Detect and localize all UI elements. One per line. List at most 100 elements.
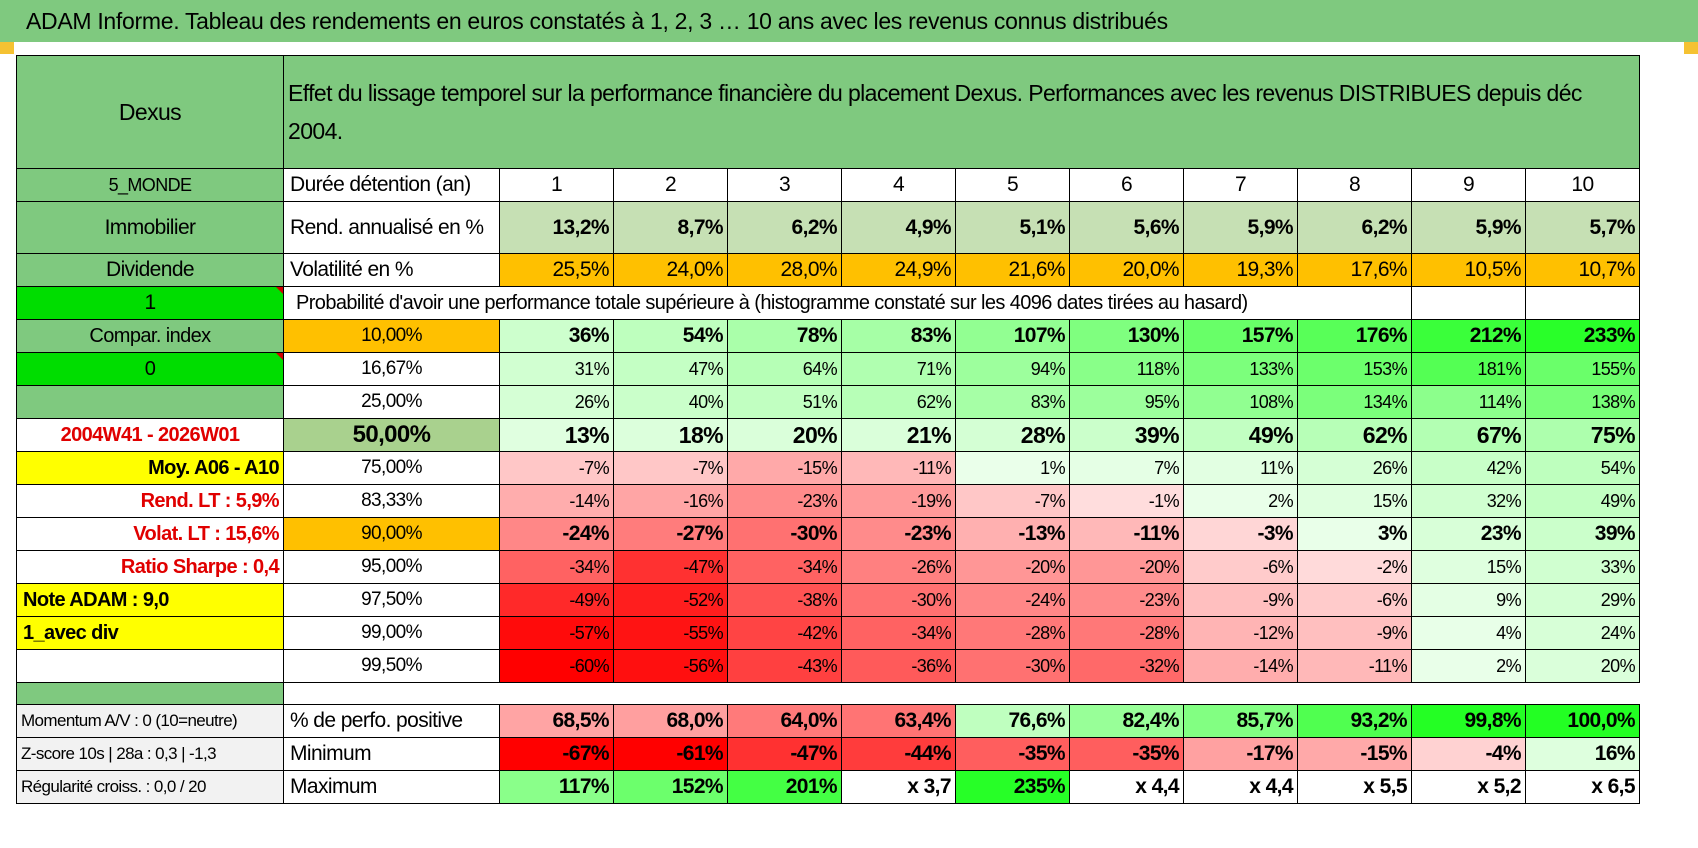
table-row: Moy. A06 - A10 75,00% -7% -7% -15% -11% 1% 7% 11… xyxy=(16,451,1640,485)
quantile-value: -7% xyxy=(613,451,728,485)
table-row: Momentum A/V : 0 (10=neutre)% de perfo. … xyxy=(16,704,1640,738)
quantile-value: -24% xyxy=(499,517,614,551)
quantile-value: -11% xyxy=(841,451,956,485)
quantile-value: 36% xyxy=(499,319,614,353)
quantile-value: -55% xyxy=(613,616,728,650)
quantile-value: 24% xyxy=(1525,616,1640,650)
statistic-value: 68,0% xyxy=(613,704,728,738)
quantile-threshold: 75,00% xyxy=(283,451,500,485)
quantile-value: 21% xyxy=(841,418,956,452)
table-row xyxy=(16,682,1640,705)
quantile-value: 39% xyxy=(1069,418,1184,452)
quantile-value: 138% xyxy=(1525,385,1640,419)
quantile-threshold: 50,00% xyxy=(283,418,500,452)
quantile-value: -30% xyxy=(955,649,1070,683)
compar-index-label: Compar. index xyxy=(16,319,284,353)
quantile-value: -52% xyxy=(613,583,728,617)
quantile-value: 31% xyxy=(499,352,614,386)
quantile-value: 32% xyxy=(1411,484,1526,518)
quantile-value: -28% xyxy=(1069,616,1184,650)
quantile-value: 3% xyxy=(1297,517,1412,551)
quantile-value: 4% xyxy=(1411,616,1526,650)
quantile-value: -19% xyxy=(841,484,956,518)
quantile-value: 7% xyxy=(1069,451,1184,485)
quantile-value: 153% xyxy=(1297,352,1412,386)
table-row: Immobilier Rend. annualisé en % 13,2% 8,7% 6… xyxy=(16,201,1640,254)
long-term-volatility-label: Volat. LT : 15,6% xyxy=(16,517,284,551)
quantile-value: -30% xyxy=(841,583,956,617)
table-row: Rend. LT : 5,9% 83,33% -14% -16% -23% -19% -7%… xyxy=(16,484,1640,518)
quantile-value: 15% xyxy=(1297,484,1412,518)
annual-return-value: 8,7% xyxy=(613,201,728,254)
quantile-value: -27% xyxy=(613,517,728,551)
statistic-value: x 4,4 xyxy=(1069,770,1184,804)
quantile-value: 130% xyxy=(1069,319,1184,353)
statistic-value: 93,2% xyxy=(1297,704,1412,738)
quantile-threshold: 99,50% xyxy=(283,649,500,683)
quantile-value: 62% xyxy=(841,385,956,419)
year-header: 7 xyxy=(1183,168,1298,202)
quantile-value: -34% xyxy=(727,550,842,584)
statistic-value: 76,6% xyxy=(955,704,1070,738)
quantile-threshold: 83,33% xyxy=(283,484,500,518)
quantile-value: -20% xyxy=(955,550,1070,584)
quantile-value: 13% xyxy=(499,418,614,452)
statistic-value: 68,5% xyxy=(499,704,614,738)
volatility-value: 24,0% xyxy=(613,253,728,287)
quantile-threshold: 99,00% xyxy=(283,616,500,650)
table-row: 25,00% 26% 40% 51% 62% 83% 95% 108% 134% 114% 138% xyxy=(16,385,1640,419)
annual-return-value: 6,2% xyxy=(1297,201,1412,254)
category-label: Immobilier xyxy=(16,201,284,254)
statistic-value: 201% xyxy=(727,770,842,804)
table-row: Compar. index 10,00% 36% 54% 78% 83% 107% 130% 1… xyxy=(16,319,1640,353)
statistic-value: -17% xyxy=(1183,737,1298,771)
quantile-value: -23% xyxy=(1069,583,1184,617)
adam-score-label: Note ADAM : 9,0 xyxy=(16,583,284,617)
quantile-value: -57% xyxy=(499,616,614,650)
quantile-value: 54% xyxy=(613,319,728,353)
quantile-value: 176% xyxy=(1297,319,1412,353)
volatility-value: 24,9% xyxy=(841,253,956,287)
volatility-value: 17,6% xyxy=(1297,253,1412,287)
volatility-value: 25,5% xyxy=(499,253,614,287)
year-header: 9 xyxy=(1411,168,1526,202)
long-term-return-label: Rend. LT : 5,9% xyxy=(16,484,284,518)
quantile-value: -34% xyxy=(841,616,956,650)
quantile-value: 95% xyxy=(1069,385,1184,419)
quantile-value: -12% xyxy=(1183,616,1298,650)
statistic-value: x 6,5 xyxy=(1525,770,1640,804)
quantile-value: -30% xyxy=(727,517,842,551)
flag-one: 1 xyxy=(16,286,284,320)
annual-return-value: 5,7% xyxy=(1525,201,1640,254)
quantile-value: -26% xyxy=(841,550,956,584)
fund-name-cell: Dexus xyxy=(16,55,284,169)
quantile-threshold: 16,67% xyxy=(283,352,500,386)
statistic-value: 99,8% xyxy=(1411,704,1526,738)
quantile-value: -3% xyxy=(1183,517,1298,551)
year-header: 5 xyxy=(955,168,1070,202)
quantile-value: 71% xyxy=(841,352,956,386)
annual-return-value: 6,2% xyxy=(727,201,842,254)
zone-label: 5_MONDE xyxy=(16,168,284,202)
quantile-value: -23% xyxy=(727,484,842,518)
quantile-value: 39% xyxy=(1525,517,1640,551)
quantile-value: -2% xyxy=(1297,550,1412,584)
year-header: 6 xyxy=(1069,168,1184,202)
table-row: Volat. LT : 15,6% 90,00% -24% -27% -30% -23% -… xyxy=(16,517,1640,551)
quantile-value: -6% xyxy=(1297,583,1412,617)
quantile-value: -28% xyxy=(955,616,1070,650)
quantile-value: 134% xyxy=(1297,385,1412,419)
returns-table: Dexus Effet du lissage temporel sur la p… xyxy=(16,55,1640,804)
statistic-value: -61% xyxy=(613,737,728,771)
table-row: Note ADAM : 9,0 97,50% -49% -52% -38% -30% -24… xyxy=(16,583,1640,617)
quantile-value: 20% xyxy=(727,418,842,452)
quantile-value: 47% xyxy=(613,352,728,386)
statistic-value: -15% xyxy=(1297,737,1412,771)
quantile-threshold: 90,00% xyxy=(283,517,500,551)
quantile-value: -38% xyxy=(727,583,842,617)
quantile-threshold: 25,00% xyxy=(283,385,500,419)
blank-label xyxy=(16,385,284,419)
statistic-value: -4% xyxy=(1411,737,1526,771)
quantile-value: 181% xyxy=(1411,352,1526,386)
table-row: Z-score 10s | 28a : 0,3 | -1,3 Minimum -67… xyxy=(16,737,1640,771)
